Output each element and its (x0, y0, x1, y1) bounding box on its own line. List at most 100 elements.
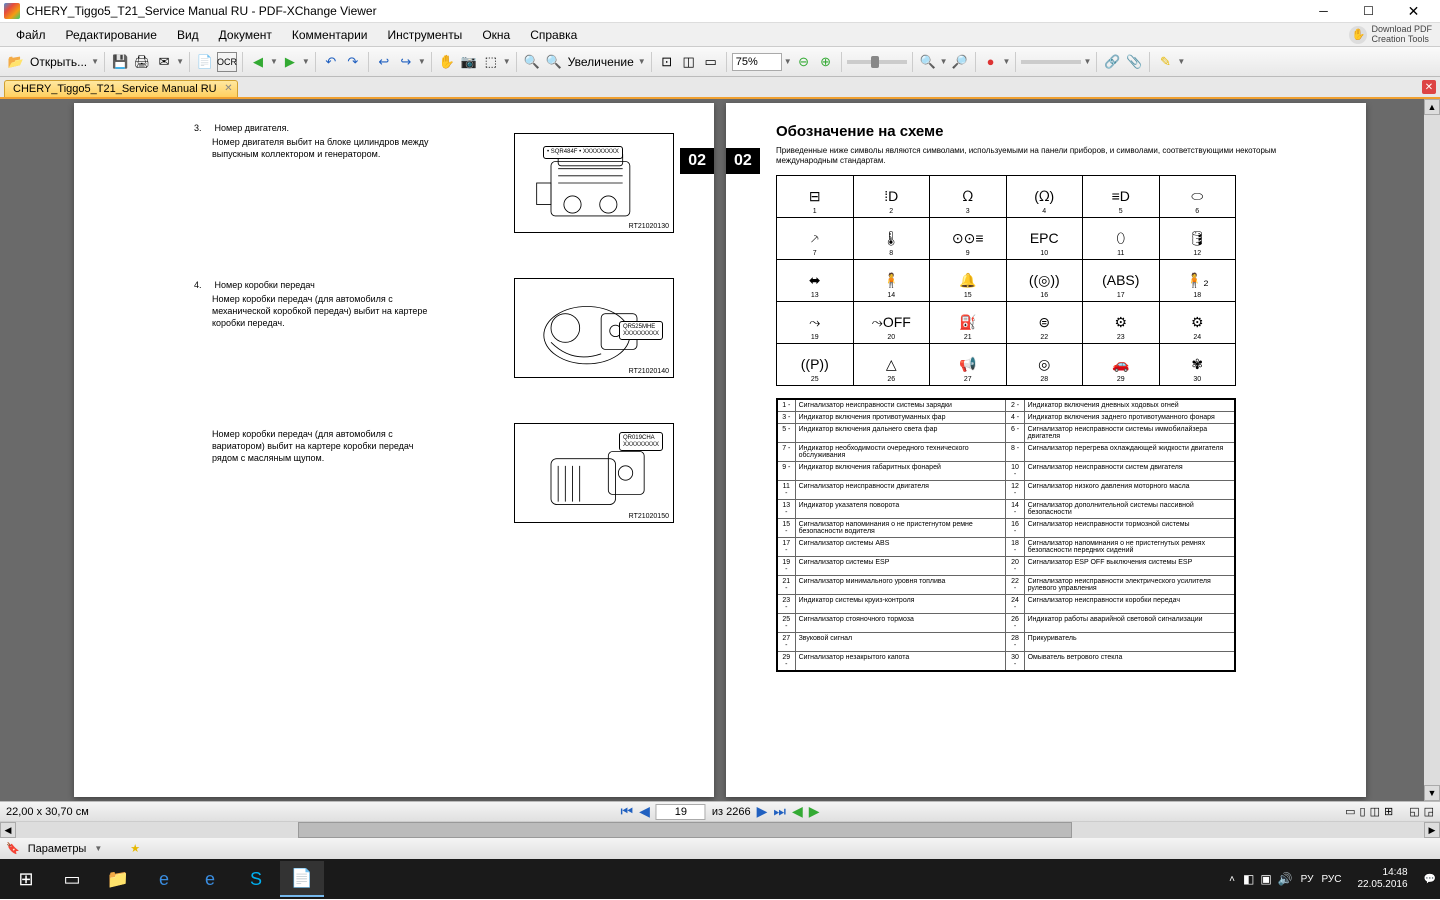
tray-lang[interactable]: РУ (1301, 874, 1314, 885)
zoom-dropdown[interactable]: ▼ (638, 57, 646, 66)
highlight-dropdown[interactable]: ▼ (1177, 57, 1185, 66)
nav-fwd2-icon[interactable]: ▶ (809, 803, 820, 820)
layout-facing-icon[interactable]: ◫ (1370, 805, 1380, 818)
scan-icon[interactable]: 📄 (195, 52, 215, 72)
menu-edit[interactable]: Редактирование (58, 25, 165, 45)
open-icon[interactable]: 📂 (6, 52, 26, 72)
nav-forward-icon[interactable]: ▶ (280, 52, 300, 72)
horizontal-scrollbar[interactable]: ◀ ▶ (0, 821, 1440, 837)
page-number-input[interactable] (656, 804, 706, 820)
menu-tools[interactable]: Инструменты (379, 25, 470, 45)
email-icon[interactable]: ✉ (154, 52, 174, 72)
menu-document[interactable]: Документ (211, 25, 280, 45)
layout-single-icon[interactable]: ▭ (1345, 805, 1355, 818)
layout-cont-facing-icon[interactable]: ⊞ (1384, 805, 1393, 818)
zoom-slider[interactable] (847, 60, 907, 64)
scroll-right-icon[interactable]: ▶ (1424, 822, 1440, 838)
slider2-dropdown[interactable]: ▼ (1083, 57, 1091, 66)
zoom-minus-icon[interactable]: ⊖ (794, 52, 814, 72)
tray-app-icon[interactable]: ◧ (1243, 872, 1254, 886)
pdfxchange-task-icon[interactable]: 📄 (280, 861, 324, 897)
tray-app2-icon[interactable]: ▣ (1260, 872, 1271, 886)
prev-page-icon[interactable]: ◀ (639, 803, 650, 820)
scroll-track[interactable] (1424, 115, 1440, 785)
toolbar-slider2[interactable] (1021, 60, 1081, 64)
h-scroll-track[interactable] (16, 822, 1424, 838)
tray-clock[interactable]: 14:48 22.05.2016 (1349, 867, 1415, 891)
scroll-left-icon[interactable]: ◀ (0, 822, 16, 838)
document-tab[interactable]: CHERY_Tiggo5_T21_Service Manual RU ✕ (4, 80, 238, 97)
menu-help[interactable]: Справка (522, 25, 585, 45)
first-page-icon[interactable]: ⏮ (620, 803, 633, 820)
stamp-dropdown[interactable]: ▼ (1003, 57, 1011, 66)
tray-up-icon[interactable]: ˄ (1229, 874, 1235, 885)
nav-back2-icon[interactable]: ◀ (792, 803, 803, 820)
fit-width-icon[interactable]: ▭ (701, 52, 721, 72)
rotate-ccw-icon[interactable]: ↶ (321, 52, 341, 72)
notifications-icon[interactable]: 💬 (1424, 874, 1436, 885)
doctab-bar-close-icon[interactable]: ✕ (1422, 80, 1436, 94)
vertical-scrollbar[interactable]: ▲ ▼ (1424, 99, 1440, 801)
maximize-button[interactable]: ☐ (1346, 0, 1391, 22)
actual-size-icon[interactable]: ⊡ (657, 52, 677, 72)
ie-icon[interactable]: e (142, 861, 186, 897)
document-viewport[interactable]: 02 3. Номер двигателя. Номер двигателя в… (0, 99, 1440, 801)
bookmark-icon[interactable]: 🔖 (6, 842, 20, 855)
taskview-button[interactable]: ▭ (50, 861, 94, 897)
last-page-icon[interactable]: ⏭ (773, 803, 786, 820)
select-dropdown[interactable]: ▼ (503, 57, 511, 66)
zoom-value-input[interactable] (732, 53, 782, 71)
params-button[interactable]: Параметры (28, 843, 87, 855)
close-button[interactable]: ✕ (1391, 0, 1436, 22)
h-scroll-thumb[interactable] (298, 822, 1072, 838)
nav-back-icon[interactable]: ◀ (248, 52, 268, 72)
redo-icon[interactable]: ↪ (396, 52, 416, 72)
menu-comments[interactable]: Комментарии (284, 25, 376, 45)
explorer-icon[interactable]: 📁 (96, 861, 140, 897)
start-button[interactable]: ⊞ (4, 861, 48, 897)
skype-icon[interactable]: S (234, 861, 278, 897)
attach-icon[interactable]: 📎 (1124, 52, 1144, 72)
link-icon[interactable]: 🔗 (1102, 52, 1122, 72)
tray-kbd[interactable]: РУС (1321, 874, 1341, 885)
open-dropdown[interactable]: ▼ (91, 57, 99, 66)
menu-view[interactable]: Вид (169, 25, 207, 45)
nav-forward-dropdown[interactable]: ▼ (302, 57, 310, 66)
print-icon[interactable]: 🖨 (132, 52, 152, 72)
zoom-out-icon[interactable]: 🔍 (522, 52, 542, 72)
menu-windows[interactable]: Окна (474, 25, 518, 45)
layout-cont-icon[interactable]: ▯ (1360, 805, 1366, 818)
scroll-down-icon[interactable]: ▼ (1424, 785, 1440, 801)
undo-icon[interactable]: ↩ (374, 52, 394, 72)
redo-dropdown[interactable]: ▼ (418, 57, 426, 66)
tray-vol-icon[interactable]: 🔊 (1278, 872, 1293, 886)
hand-tool-icon[interactable]: ✋ (437, 52, 457, 72)
fit-page-icon[interactable]: ◫ (679, 52, 699, 72)
ocr-button[interactable]: OCR (217, 52, 237, 72)
email-dropdown[interactable]: ▼ (176, 57, 184, 66)
select-icon[interactable]: ⬚ (481, 52, 501, 72)
save-icon[interactable]: 💾 (110, 52, 130, 72)
menu-file[interactable]: Файл (8, 25, 54, 45)
minimize-button[interactable]: ─ (1301, 0, 1346, 22)
stamp-icon[interactable]: ● (981, 52, 1001, 72)
edge-icon[interactable]: e (188, 861, 232, 897)
view-mode2-icon[interactable]: ◲ (1424, 805, 1434, 818)
zoom-value-dropdown[interactable]: ▼ (784, 57, 792, 66)
params-dropdown[interactable]: ▼ (94, 844, 102, 853)
scroll-up-icon[interactable]: ▲ (1424, 99, 1440, 115)
view-mode-icon[interactable]: ◱ (1409, 805, 1419, 818)
next-page-icon[interactable]: ▶ (757, 803, 768, 820)
search-icon[interactable]: 🔎 (950, 52, 970, 72)
zoom-plus-icon[interactable]: ⊕ (816, 52, 836, 72)
highlight-icon[interactable]: ✎ (1155, 52, 1175, 72)
zoom-in-icon[interactable]: 🔍 (544, 52, 564, 72)
nav-back-dropdown[interactable]: ▼ (270, 57, 278, 66)
star-icon[interactable]: ★ (130, 842, 140, 855)
zoom-label[interactable]: Увеличение (566, 55, 636, 69)
find-icon[interactable]: 🔍 (918, 52, 938, 72)
rotate-cw-icon[interactable]: ↷ (343, 52, 363, 72)
snapshot-icon[interactable]: 📷 (459, 52, 479, 72)
open-button[interactable]: Открыть... (28, 55, 89, 69)
menu-right-promo[interactable]: ✋ Download PDF Creation Tools (1349, 25, 1432, 45)
